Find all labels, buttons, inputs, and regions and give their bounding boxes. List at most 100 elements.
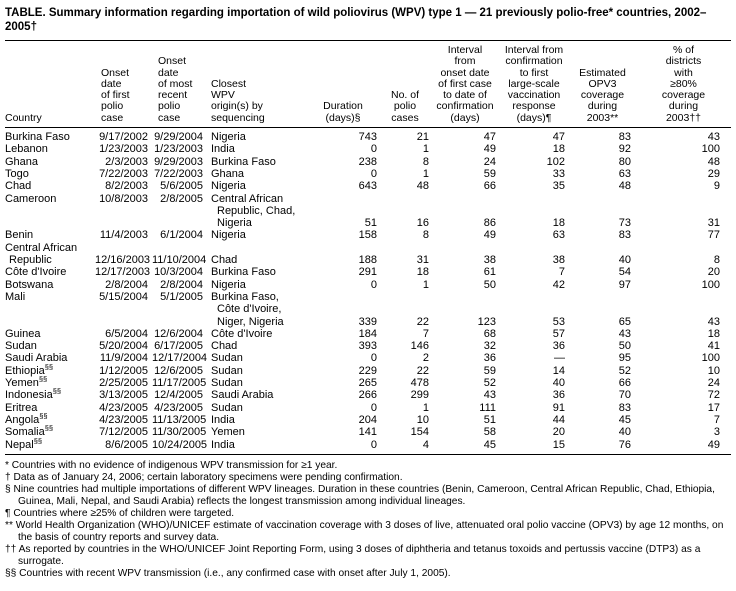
cell-interval-response: 18 — [552, 143, 565, 156]
cell-districts: 48 — [707, 155, 720, 168]
cell-opv3: 80 — [618, 155, 631, 168]
column-header-opv3: Estimated OPV3 coverage during 2003** — [569, 40, 636, 129]
cell-cases: 1 — [422, 167, 429, 180]
cell-onset-recent: 9/29/2003 — [154, 155, 203, 168]
cell-opv3: 40 — [618, 254, 631, 267]
cell-interval-confirmation: 45 — [431, 438, 499, 455]
cell-onset-recent: 4/23/2005 — [154, 401, 203, 414]
footnote-marker: * — [5, 459, 9, 471]
polio-importation-table: Country Onset date of first polio case Ons… — [5, 40, 731, 455]
cell-onset-recent: 6/1/2004 — [160, 229, 203, 242]
cell-onset-first: 11/4/2003 — [99, 229, 148, 242]
cell-onset-first: 2/3/2003 — [105, 155, 148, 168]
cell-interval-response: 18 — [552, 217, 565, 230]
cell-districts: 8 — [713, 254, 720, 267]
row-indonesia: Indonesia§§ 3/13/2005 12/4/2005 Saudi Arabi… — [5, 386, 731, 402]
row-guinea: Guinea 6/5/2004 12/6/2004 Côte d'Ivoire 184 7… — [5, 328, 731, 340]
cell-onset-first: 4/23/2005 — [99, 413, 148, 426]
footnote-marker: † — [5, 471, 11, 483]
cell-interval-confirmation: 43 — [483, 389, 496, 402]
cell-interval-confirmation: 24 — [483, 155, 496, 168]
cell-onset-first: 10/8/2003 — [99, 192, 148, 205]
cell-interval-response: 40 — [552, 377, 565, 390]
footnote: †† As reported by countries in the WHO/U… — [5, 544, 731, 568]
cell-districts: 100 — [701, 143, 720, 156]
cell-cases: 2 — [422, 352, 429, 365]
cell-opv3: 73 — [618, 217, 631, 230]
cell-onset-recent: 7/22/2003 — [154, 167, 203, 180]
cell-onset-recent: 12/6/2005 — [154, 364, 203, 377]
cell-interval-confirmation: 59 — [483, 364, 496, 377]
cell-duration: 339 — [358, 315, 377, 328]
cell-districts: 77 — [707, 229, 720, 242]
cell-cases: 21 — [416, 131, 429, 144]
cell-cases: 8 — [422, 229, 429, 242]
cell-districts: 18 — [707, 327, 720, 340]
cell-cases: 478 — [410, 377, 429, 390]
row-eritrea: Eritrea 4/23/2005 4/23/2005 Sudan 0 1 111 91 83 1… — [5, 402, 731, 414]
cell-duration: 0 — [370, 352, 377, 365]
cell-cases: 18 — [416, 266, 429, 279]
cell-interval-confirmation: 68 — [483, 327, 496, 340]
cell-onset-first: 12/16/2003 — [95, 254, 151, 267]
cell-duration: 238 — [358, 155, 377, 168]
cell-country: Angola§§ — [5, 411, 48, 426]
cell-cases: 1 — [422, 278, 429, 291]
cell-opv3: 97 — [618, 278, 631, 291]
footnotes: * Countries with no evidence of indigeno… — [5, 460, 731, 580]
cell-origin: India — [205, 438, 307, 455]
cell-interval-response: 36 — [552, 340, 565, 353]
cell-cases: 146 — [410, 340, 429, 353]
cell-origin: India — [211, 143, 235, 156]
cell-onset-recent: 5/1/2005 — [160, 290, 203, 303]
cell-interval-response: 91 — [552, 401, 565, 414]
row-benin: Benin 11/4/2003 6/1/2004 Nigeria 158 8 49 63 83 7… — [5, 229, 731, 241]
cell-onset-first: 1/12/2005 — [99, 364, 148, 377]
cell-cases: 4 — [379, 438, 431, 455]
cell-country: Nepal§§ — [5, 437, 93, 455]
cell-onset-recent: 12/6/2004 — [154, 327, 203, 340]
cell-districts: 49 — [636, 438, 731, 455]
footnote: † Data as of January 24, 2006; certain l… — [5, 472, 731, 484]
cell-onset-recent: 11/10/2004 — [152, 254, 207, 267]
cell-origin: Burkina Faso, Côte d'Ivoire, Niger, Nige… — [211, 290, 284, 328]
cell-origin: Ghana — [211, 167, 245, 180]
footnote-text: Countries where ≥25% of children were ta… — [10, 507, 235, 519]
column-header-interval-confirmation: Interval from onset date of first case t… — [431, 40, 499, 129]
cell-cases: 10 — [416, 413, 429, 426]
cell-opv3: 54 — [618, 266, 631, 279]
cell-duration: 743 — [358, 131, 377, 144]
cell-onset-recent: 12/4/2005 — [154, 389, 203, 402]
cell-duration: 141 — [358, 426, 377, 439]
footnote: ** World Health Organization (WHO)/UNICE… — [5, 520, 731, 544]
cell-cases: 22 — [416, 364, 429, 377]
cell-districts: 24 — [707, 377, 720, 390]
cell-onset-recent: 11/13/2005 — [152, 413, 207, 426]
cell-districts: 41 — [707, 340, 720, 353]
footnote-text: As reported by countries in the WHO/UNIC… — [16, 543, 701, 567]
cell-interval-response: — — [554, 352, 565, 365]
cell-cases: 299 — [410, 389, 429, 402]
cell-duration: 204 — [358, 413, 377, 426]
cell-onset-recent: 10/3/2004 — [154, 266, 203, 279]
cell-interval-response: 44 — [552, 413, 565, 426]
cell-origin: Saudi Arabia — [211, 389, 274, 402]
cell-country: Somalia§§ — [5, 423, 54, 439]
cell-opv3: 76 — [569, 438, 636, 455]
footnote: * Countries with no evidence of indigeno… — [5, 460, 731, 472]
recent-transmission-marker: §§ — [52, 386, 62, 396]
recent-transmission-marker: §§ — [39, 411, 48, 421]
cell-opv3: 83 — [618, 229, 631, 242]
cell-onset-recent: 11/17/2005 — [152, 377, 207, 390]
cell-country: Indonesia§§ — [5, 386, 62, 402]
footnote-text: Countries with no evidence of indigenous… — [8, 459, 338, 471]
cell-interval-confirmation: 52 — [483, 377, 496, 390]
cell-interval-confirmation: 86 — [483, 217, 496, 230]
row-ethiopia: Ethiopia§§ 1/12/2005 12/6/2005 Sudan 229 22 59… — [5, 363, 731, 377]
cell-country: Mali — [5, 290, 26, 303]
cell-interval-confirmation: 32 — [483, 340, 496, 353]
cell-origin: Côte d'Ivoire — [211, 327, 273, 340]
row-mali: Mali 5/15/2004 5/1/2005 Burkina Faso, Côte … — [5, 291, 731, 328]
cell-opv3: 52 — [618, 364, 631, 377]
